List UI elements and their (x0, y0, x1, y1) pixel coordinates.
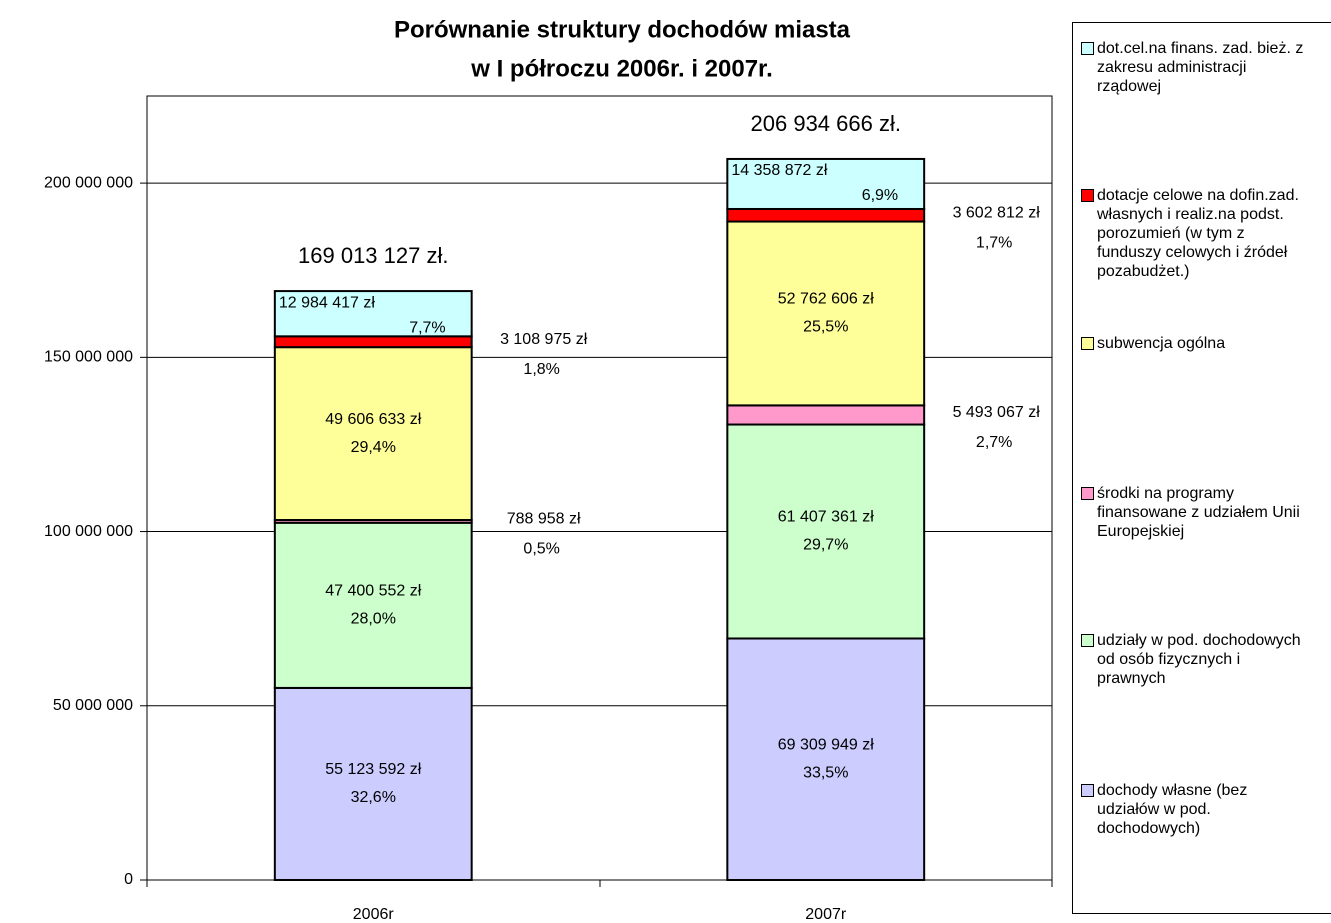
share-label: 25,5% (803, 319, 848, 336)
share-label: 33,5% (803, 764, 848, 781)
x-tick-label: 2007r (805, 906, 847, 923)
legend-entry: środki na programy finansowane z udziałe… (1081, 484, 1311, 541)
y-tick-label: 100 000 000 (44, 523, 133, 540)
chart-title: Porównanie struktury dochodów miasta (394, 16, 851, 43)
share-label: 1,8% (523, 361, 559, 378)
legend-entry: dot.cel.na finans. zad. bież. z zakresu … (1081, 39, 1311, 96)
legend-key (1081, 784, 1094, 797)
share-label: 1,7% (976, 234, 1012, 251)
share-label: 29,4% (351, 439, 396, 456)
legend-label: dochody własne (bez udziałów w pod. doch… (1097, 782, 1248, 837)
legend-label: dot.cel.na finans. zad. bież. z zakresu … (1097, 40, 1304, 95)
legend-key (1081, 487, 1094, 500)
legend-label: subwencja ogólna (1097, 335, 1226, 352)
data-label: 69 309 949 zł (778, 736, 875, 753)
data-label: 47 400 552 zł (325, 583, 422, 600)
legend-label: udziały w pod. dochodowych od osób fizyc… (1097, 632, 1301, 687)
data-label: 49 606 633 zł (325, 411, 422, 428)
legend-key (1081, 42, 1094, 55)
share-label: 7,7% (409, 319, 445, 336)
bar-segment (726, 157, 926, 210)
data-label: 5 493 067 zł (953, 404, 1041, 421)
y-tick-label: 50 000 000 (53, 697, 133, 714)
bar-segment (726, 404, 926, 426)
legend-label: środki na programy finansowane z udziałe… (1097, 485, 1300, 540)
data-label: 3 108 975 zł (500, 331, 588, 348)
legend-entry: udziały w pod. dochodowych od osób fizyc… (1081, 631, 1311, 688)
total-label: 169 013 127 zł. (298, 243, 448, 268)
share-label: 2,7% (976, 434, 1012, 451)
data-label: 55 123 592 zł (325, 761, 422, 778)
bar-segment (726, 220, 926, 407)
legend: dot.cel.na finans. zad. bież. z zakresu … (1072, 22, 1331, 914)
bar-segment (273, 290, 473, 338)
data-label: 3 602 812 zł (953, 204, 1041, 221)
y-tick-label: 200 000 000 (44, 174, 133, 191)
legend-key (1081, 634, 1094, 647)
share-label: 6,9% (862, 187, 898, 204)
legend-entry: dotacje celowe na dofin.zad. własnych i … (1081, 186, 1311, 281)
chart-title: w I półroczu 2006r. i 2007r. (470, 55, 773, 82)
bar-segment (273, 335, 473, 349)
data-label: 788 958 zł (507, 511, 581, 528)
y-tick-label: 0 (124, 871, 133, 888)
data-label: 52 762 606 zł (778, 291, 875, 308)
y-tick-label: 150 000 000 (44, 349, 133, 366)
legend-key (1081, 189, 1094, 202)
bar-segment (726, 423, 926, 640)
bar-segment (273, 346, 473, 522)
data-label: 61 407 361 zł (778, 509, 875, 526)
bar-segment (726, 637, 926, 882)
legend-entry: subwencja ogólna (1081, 334, 1311, 353)
bar-segment (273, 686, 473, 882)
bar-segment (726, 207, 926, 223)
data-label: 12 984 417 zł (279, 294, 376, 311)
share-label: 29,7% (803, 537, 848, 554)
legend-entry: dochody własne (bez udziałów w pod. doch… (1081, 781, 1311, 838)
share-label: 32,6% (351, 789, 396, 806)
legend-key (1081, 337, 1094, 350)
share-label: 0,5% (523, 541, 559, 558)
x-tick-label: 2006r (353, 906, 395, 923)
share-label: 28,0% (351, 611, 396, 628)
total-label: 206 934 666 zł. (751, 111, 901, 136)
legend-label: dotacje celowe na dofin.zad. własnych i … (1097, 187, 1299, 280)
data-label: 14 358 872 zł (731, 162, 828, 179)
bar-segment (273, 521, 473, 689)
